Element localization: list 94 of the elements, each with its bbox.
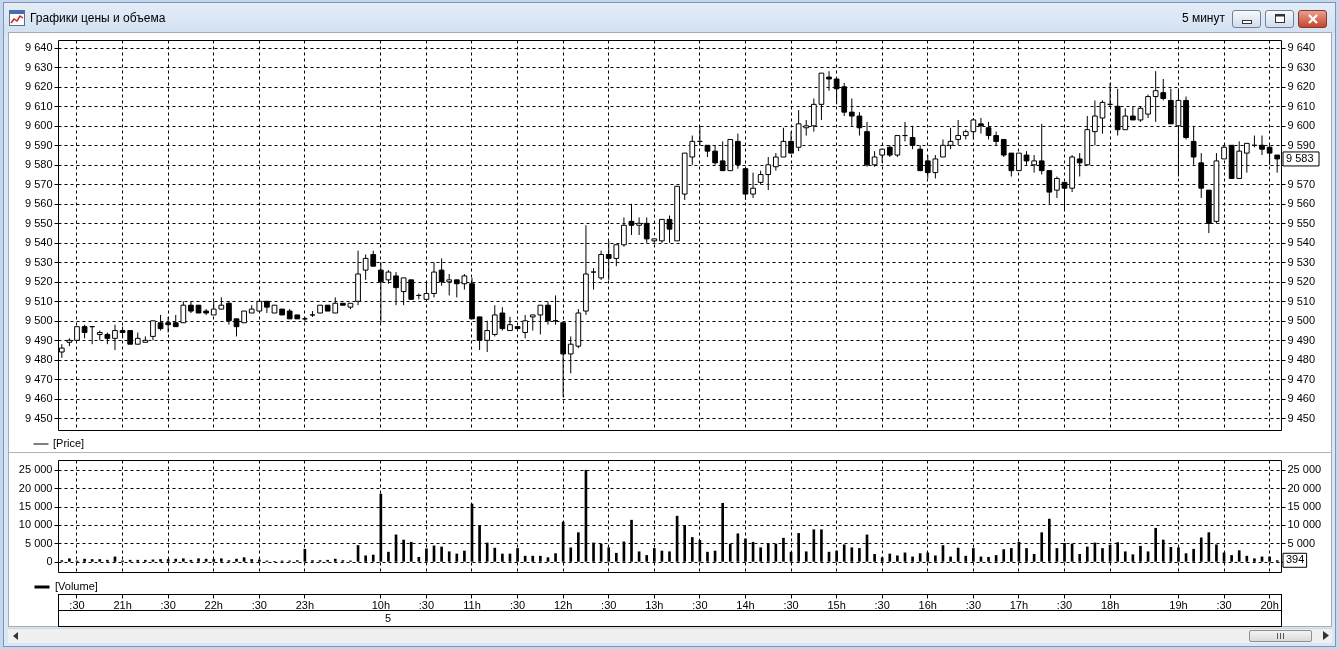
y2-tick-label: 9 620 bbox=[1287, 80, 1316, 93]
y-tick-label: 9 600 bbox=[24, 119, 53, 132]
x-tick-label: 19h bbox=[1169, 598, 1188, 611]
y-tick-label: 25 000 bbox=[18, 463, 53, 476]
x-tick-label: :30 bbox=[783, 598, 799, 611]
bar bbox=[98, 559, 102, 562]
y-tick-label: 20 000 bbox=[18, 481, 53, 494]
y-tick-label: 9 520 bbox=[24, 275, 53, 288]
y-tick-label: 9 510 bbox=[24, 294, 53, 307]
x-tick-label: 17h bbox=[1009, 598, 1029, 611]
x-tick-label: 18h bbox=[1100, 598, 1120, 611]
y2-tick-label: 9 500 bbox=[1287, 314, 1316, 327]
x-tick-label: :30 bbox=[69, 598, 85, 611]
y-tick-label: 5 000 bbox=[24, 536, 53, 549]
y-tick-label: 9 540 bbox=[24, 236, 53, 249]
x-tick-label: 12h bbox=[553, 598, 573, 611]
y-tick-label: 9 570 bbox=[24, 177, 53, 190]
x-tick-label: :30 bbox=[160, 598, 176, 611]
x-tick-label: 11h bbox=[463, 598, 481, 611]
y2-tick-label: 25 000 bbox=[1287, 463, 1322, 476]
y2-tick-label: 9 560 bbox=[1287, 197, 1316, 210]
chart-title: Графики цены и объема bbox=[30, 11, 166, 26]
y2-tick-label: 9 460 bbox=[1287, 392, 1316, 405]
y2-tick-label: 9 490 bbox=[1287, 333, 1316, 346]
x-tick-label: 16h bbox=[918, 598, 937, 611]
x-tick-label: 14h bbox=[736, 598, 755, 611]
bar bbox=[182, 558, 185, 562]
x-tick-label: 13h bbox=[645, 598, 664, 611]
y-tick-label: 0 bbox=[46, 555, 53, 568]
y-tick-label: 9 610 bbox=[24, 99, 53, 112]
y2-tick-label: 9 550 bbox=[1287, 216, 1316, 229]
y2-tick-label: 9 610 bbox=[1287, 99, 1316, 112]
text: 5 bbox=[385, 612, 392, 624]
x-tick-label: :30 bbox=[251, 598, 267, 611]
y2-tick-label: 9 640 bbox=[1287, 41, 1316, 54]
y-tick-label: 9 550 bbox=[24, 216, 53, 229]
y2-tick-label: 9 540 bbox=[1287, 236, 1316, 249]
legend-label: [Volume] bbox=[55, 580, 98, 592]
bar bbox=[1010, 548, 1013, 562]
bar bbox=[896, 555, 899, 562]
x-tick-label: :30 bbox=[692, 598, 708, 611]
x-tick-label: 23h bbox=[295, 598, 315, 611]
y-tick-label: 9 590 bbox=[24, 138, 53, 151]
y2-tick-label: 20 000 bbox=[1287, 481, 1322, 494]
y2-tick-label: 9 510 bbox=[1287, 294, 1316, 307]
bar bbox=[1123, 551, 1127, 562]
x-tick-label: :30 bbox=[965, 598, 981, 611]
y-tick-label: 9 620 bbox=[24, 80, 53, 93]
bar bbox=[440, 546, 443, 562]
bar bbox=[68, 558, 71, 562]
y2-tick-label: 9 630 bbox=[1287, 60, 1316, 73]
y-tick-label: 9 580 bbox=[24, 158, 53, 171]
bar bbox=[554, 553, 557, 562]
x-tick-label: 21h bbox=[113, 598, 132, 611]
y2-tick-label: 9 480 bbox=[1287, 353, 1316, 366]
annotation: 394 bbox=[1286, 553, 1305, 566]
y2-tick-label: 5 000 bbox=[1287, 536, 1316, 549]
y-tick-label: 9 460 bbox=[24, 392, 53, 405]
x-tick-label: 10h bbox=[371, 598, 391, 611]
y2-tick-label: 9 570 bbox=[1287, 177, 1316, 190]
y-tick-label: 9 530 bbox=[24, 255, 53, 268]
y-tick-label: 15 000 bbox=[18, 500, 53, 513]
x-tick-label: 22h bbox=[204, 598, 223, 611]
y2-tick-label: 9 530 bbox=[1287, 255, 1316, 268]
y2-tick-label: 9 470 bbox=[1287, 372, 1316, 385]
x-tick-label: :30 bbox=[1216, 598, 1232, 611]
y-tick-label: 9 480 bbox=[24, 353, 53, 366]
x-tick-label: :30 bbox=[1056, 598, 1073, 611]
y2-tick-label: 9 450 bbox=[1287, 411, 1316, 424]
x-tick-label: 15h bbox=[827, 598, 846, 611]
annotation: 9 583 bbox=[1286, 151, 1314, 164]
bar bbox=[1237, 550, 1241, 562]
x-tick-label: :30 bbox=[874, 598, 890, 611]
y-tick-label: 9 630 bbox=[24, 60, 53, 73]
x-tick-label: 20h bbox=[1260, 598, 1279, 611]
y2-tick-label: 15 000 bbox=[1287, 500, 1322, 513]
x-tick-label: :30 bbox=[601, 598, 617, 611]
y2-tick-label: 9 600 bbox=[1287, 119, 1316, 132]
y-tick-label: 9 450 bbox=[24, 411, 53, 424]
x-tick-label: :30 bbox=[509, 598, 526, 611]
bar bbox=[523, 555, 527, 562]
legend-label: [Price] bbox=[53, 437, 85, 449]
y2-tick-label: 9 590 bbox=[1287, 138, 1316, 151]
x-tick-label: :30 bbox=[418, 598, 435, 611]
y2-tick-label: 10 000 bbox=[1287, 518, 1322, 531]
y-tick-label: 9 490 bbox=[24, 333, 53, 346]
y2-tick-label: 9 520 bbox=[1287, 275, 1316, 288]
y-tick-label: 9 560 bbox=[24, 197, 53, 210]
y-tick-label: 10 000 bbox=[18, 518, 53, 531]
y-tick-label: 9 470 bbox=[24, 372, 53, 385]
bar bbox=[668, 551, 671, 562]
chart-subtitle: 5 минут bbox=[1181, 11, 1225, 26]
y-tick-label: 9 500 bbox=[24, 314, 53, 327]
y-tick-label: 9 640 bbox=[24, 41, 53, 54]
